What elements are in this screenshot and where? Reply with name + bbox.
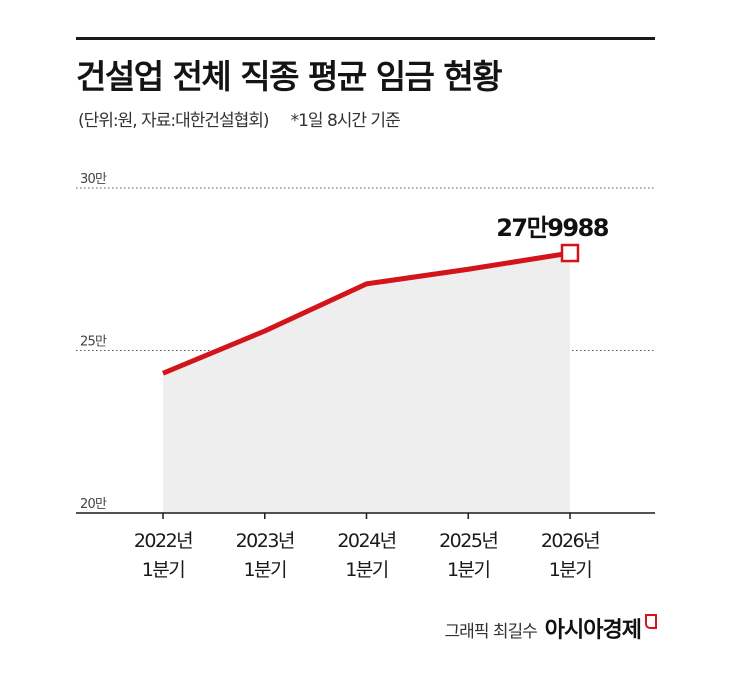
end-point-marker [562, 245, 578, 261]
y-tick-label: 25만 [80, 335, 107, 350]
x-tick-label-year: 2023년 [236, 530, 294, 552]
brand-logo-text: 아시아경제 [545, 612, 641, 644]
x-tick-label-quarter: 1분기 [243, 559, 286, 581]
y-tick-label: 30만 [80, 172, 107, 187]
x-tick-label-year: 2025년 [439, 530, 497, 552]
x-tick-label-quarter: 1분기 [447, 559, 490, 581]
x-tick-label-year: 2026년 [541, 530, 599, 552]
x-tick-label-quarter: 1분기 [345, 559, 388, 581]
x-tick-label-quarter: 1분기 [549, 559, 592, 581]
brand-mark-icon [645, 614, 657, 629]
wage-line-chart: 30만 25만 20만 2022년 1분기 2023년 1분기 2024년 1분기 2025년 1분… [0, 0, 745, 600]
x-tick-label-year: 2024년 [337, 530, 395, 552]
x-tick-label-quarter: 1분기 [142, 559, 185, 581]
graphic-credit: 그래픽 최길수 [445, 617, 537, 642]
x-tick-label-year: 2022년 [134, 530, 192, 552]
value-annotation: 27만9988 [496, 214, 609, 242]
y-tick-label: 20만 [80, 497, 107, 512]
area-fill [163, 253, 570, 513]
credit: 그래픽 최길수 아시아경제 [445, 612, 657, 644]
